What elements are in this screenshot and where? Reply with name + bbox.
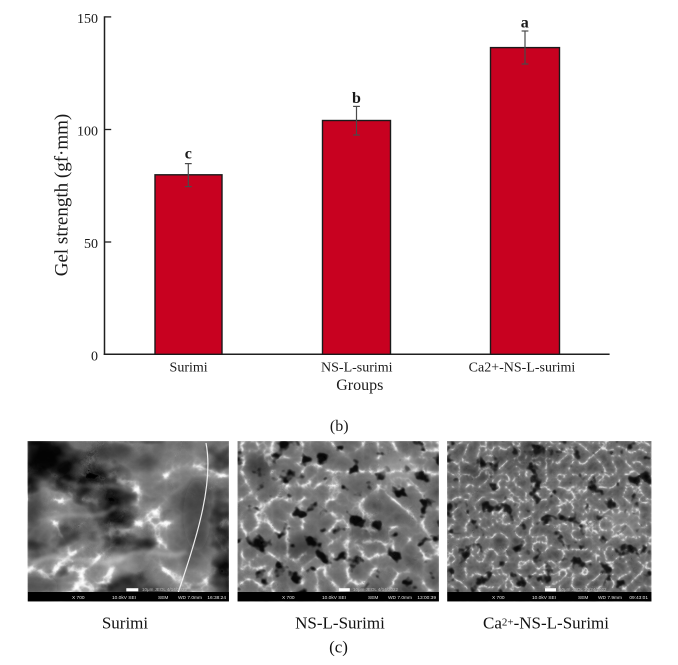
svg-text:Surimi: Surimi bbox=[170, 361, 208, 376]
svg-text:10.0kV SEI: 10.0kV SEI bbox=[322, 595, 346, 601]
svg-text:10μm JEOL 10/24/2022: 10μm JEOL 10/24/2022 bbox=[559, 587, 607, 592]
svg-text:NS-L-surimi: NS-L-surimi bbox=[321, 361, 393, 376]
svg-text:10.0kV SEI: 10.0kV SEI bbox=[112, 595, 136, 601]
svg-text:SEM: SEM bbox=[158, 595, 168, 601]
svg-text:SEM: SEM bbox=[578, 595, 588, 601]
svg-text:Gel strength (gf·mm): Gel strength (gf·mm) bbox=[52, 114, 73, 277]
svg-text:100: 100 bbox=[77, 125, 98, 140]
svg-text:SEM: SEM bbox=[368, 595, 378, 601]
svg-text:09:43:01: 09:43:01 bbox=[629, 595, 648, 601]
svg-text:WD 7.0mm: WD 7.0mm bbox=[178, 595, 202, 601]
svg-text:(b): (b) bbox=[330, 418, 349, 435]
svg-text:NS-L-Surimi: NS-L-Surimi bbox=[295, 614, 385, 633]
svg-text:X 700: X 700 bbox=[282, 595, 295, 601]
svg-text:150: 150 bbox=[77, 12, 98, 27]
svg-text:b: b bbox=[352, 90, 361, 107]
svg-text:X 700: X 700 bbox=[492, 595, 505, 601]
svg-text:c: c bbox=[185, 146, 192, 163]
svg-text:0: 0 bbox=[91, 349, 98, 364]
svg-text:50: 50 bbox=[84, 237, 98, 252]
svg-text:X 700: X 700 bbox=[72, 595, 85, 601]
svg-text:10μm JEOL 4/14/2022: 10μm JEOL 4/14/2022 bbox=[353, 587, 398, 592]
svg-text:13:00:39: 13:00:39 bbox=[417, 595, 436, 601]
svg-text:16:38:24: 16:38:24 bbox=[207, 595, 226, 601]
svg-text:10μm JEOL 4/14/2022: 10μm JEOL 4/14/2022 bbox=[142, 587, 187, 592]
svg-text:Ca2+-NS-L-Surimi: Ca2+-NS-L-Surimi bbox=[483, 614, 609, 633]
svg-text:Groups: Groups bbox=[336, 377, 383, 394]
svg-text:WD 7.9mm: WD 7.9mm bbox=[598, 595, 622, 601]
svg-text:WD 7.0mm: WD 7.0mm bbox=[388, 595, 412, 601]
svg-text:a: a bbox=[521, 15, 529, 32]
svg-text:Ca2+-NS-L-surimi: Ca2+-NS-L-surimi bbox=[469, 361, 576, 376]
svg-text:Surimi: Surimi bbox=[102, 614, 149, 633]
svg-text:(c): (c) bbox=[329, 638, 348, 657]
svg-text:10.0kV SEI: 10.0kV SEI bbox=[532, 595, 556, 601]
